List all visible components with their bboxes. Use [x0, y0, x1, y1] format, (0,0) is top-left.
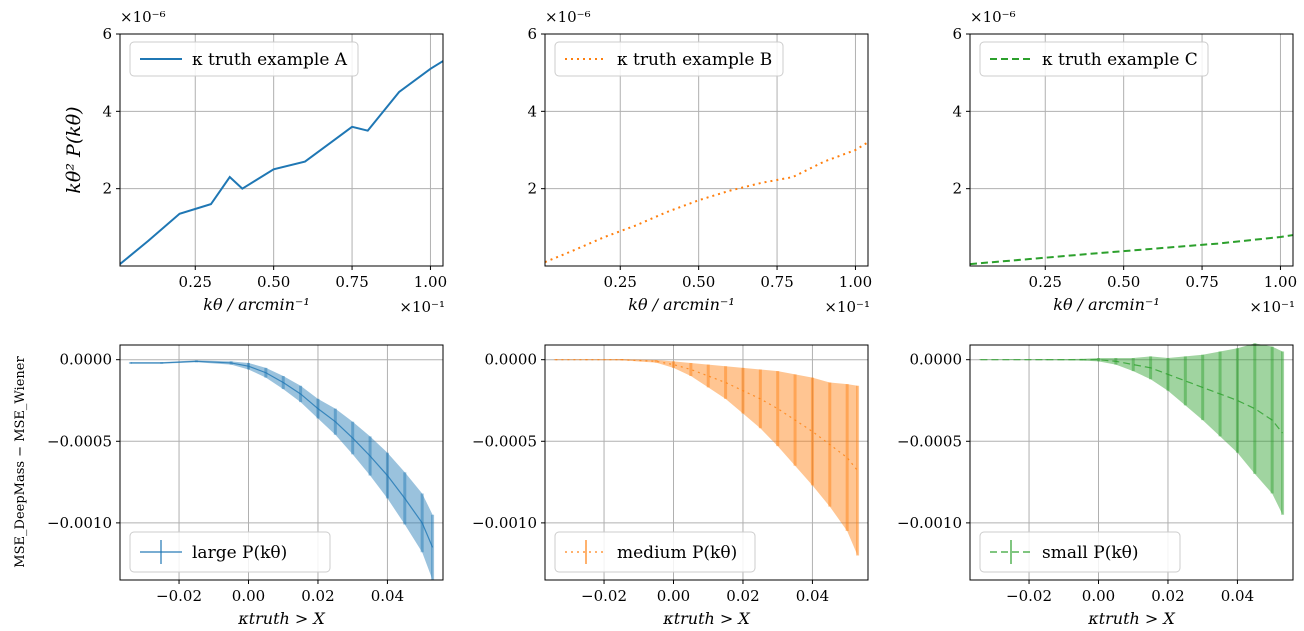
legend-box — [979, 531, 1181, 573]
axes-frame — [544, 33, 869, 267]
x-tick-label: 0.75 — [335, 273, 368, 291]
y-tick-label: 6 — [102, 25, 112, 43]
x-multiplier: ×10⁻¹ — [824, 298, 870, 316]
x-tick-label: 1.00 — [414, 273, 447, 291]
x-axis-label: κtruth > X — [237, 609, 325, 628]
y-tick-label: 4 — [527, 102, 537, 120]
x-tick-label: 0.50 — [257, 273, 290, 291]
legend-label: κ truth example B — [617, 50, 772, 70]
legend: κ truth example B — [554, 41, 784, 77]
y-tick-label: 6 — [527, 25, 537, 43]
axes-frame — [544, 344, 869, 581]
legend-box — [979, 41, 1209, 77]
legend-label: medium P(kθ) — [617, 543, 737, 563]
x-tick-label: 0.04 — [796, 587, 829, 605]
legend: κ truth example C — [979, 41, 1209, 77]
top-row-ylabel: kθ² P(kθ) — [63, 106, 85, 193]
chart-panel-bottom-right: −0.02 0.00 0.02 0.04 0.0000 −0.0005 −0.0010 κtr… — [897, 343, 1294, 628]
y-tick-label: −0.0010 — [472, 514, 537, 532]
legend-box — [129, 41, 359, 77]
x-multiplier: ×10⁻¹ — [1249, 298, 1295, 316]
y-tick-label: 2 — [527, 180, 537, 198]
y-tick-label: 4 — [952, 102, 962, 120]
x-tick-label: 0.02 — [1151, 587, 1184, 605]
x-tick-label: 0.00 — [232, 587, 265, 605]
y-tick-label: 6 — [952, 25, 962, 43]
axes-frame — [969, 33, 1294, 267]
legend-box — [129, 531, 331, 573]
x-axis-label: kθ / arcmin⁻¹ — [1053, 295, 1160, 314]
x-axis-label: κtruth > X — [1087, 609, 1175, 628]
y-tick-label: −0.0005 — [472, 432, 537, 450]
x-tick-label: 0.00 — [657, 587, 690, 605]
y-tick-label: 4 — [102, 102, 112, 120]
chart-panel-top-left: 0.25 0.50 0.75 1.00 2 4 6 ×10⁻⁶ ×10⁻¹ kθ / arcmin… — [102, 8, 447, 316]
legend: κ truth example A — [129, 41, 359, 77]
x-tick-label: 0.75 — [760, 273, 793, 291]
y-tick-label: −0.0010 — [897, 514, 962, 532]
x-tick-label: 1.00 — [839, 273, 872, 291]
x-tick-label: 0.04 — [1221, 587, 1254, 605]
x-tick-label: 1.00 — [1264, 273, 1297, 291]
x-tick-label: −0.02 — [581, 587, 627, 605]
chart-panel-top-right: 0.25 0.50 0.75 1.00 2 4 6 ×10⁻⁶ ×10⁻¹ kθ / arcmin… — [952, 8, 1297, 316]
y-tick-label: −0.0005 — [897, 432, 962, 450]
error-band — [555, 359, 858, 556]
y-multiplier: ×10⁻⁶ — [970, 8, 1016, 26]
y-tick-label: 2 — [952, 180, 962, 198]
legend-label: small P(kθ) — [1042, 543, 1139, 563]
x-axis-label: kθ / arcmin⁻¹ — [628, 295, 735, 314]
x-tick-label: 0.25 — [604, 273, 637, 291]
y-tick-label: 0.0000 — [60, 351, 113, 369]
x-axis-label: kθ / arcmin⁻¹ — [203, 295, 310, 314]
x-axis-label: κtruth > X — [662, 609, 750, 628]
axes-frame — [969, 344, 1294, 581]
x-tick-label: 0.04 — [371, 587, 404, 605]
bottom-row-ylabel: MSE_DeepMass − MSE_Wiener — [13, 356, 28, 568]
series-line — [969, 234, 1294, 266]
y-multiplier: ×10⁻⁶ — [545, 8, 591, 26]
x-tick-label: 0.00 — [1082, 587, 1115, 605]
legend-label: large P(kθ) — [192, 543, 287, 563]
legend: large P(kθ) — [129, 531, 331, 573]
x-tick-label: 0.50 — [1107, 273, 1140, 291]
legend: medium P(kθ) — [554, 531, 756, 573]
y-multiplier: ×10⁻⁶ — [120, 8, 166, 26]
x-tick-label: −0.02 — [156, 587, 202, 605]
legend-label: κ truth example C — [1042, 50, 1198, 70]
axes-frame — [119, 344, 444, 581]
x-tick-label: 0.02 — [301, 587, 334, 605]
x-tick-label: −0.02 — [1006, 587, 1052, 605]
x-tick-label: 0.75 — [1185, 273, 1218, 291]
x-tick-label: 0.50 — [682, 273, 715, 291]
x-multiplier: ×10⁻¹ — [399, 298, 445, 316]
chart-panel-bottom-middle: −0.02 0.00 0.02 0.04 0.0000 −0.0005 −0.0010 κtr… — [472, 344, 869, 628]
series-line — [119, 60, 444, 265]
series-line — [544, 141, 869, 264]
y-tick-label: 2 — [102, 180, 112, 198]
legend-label: κ truth example A — [192, 50, 348, 70]
series-line — [130, 360, 434, 548]
x-tick-label: 0.25 — [179, 273, 212, 291]
y-tick-label: 0.0000 — [485, 351, 538, 369]
series-line — [980, 359, 1284, 434]
y-tick-label: −0.0005 — [47, 432, 112, 450]
legend-box — [554, 531, 756, 573]
legend: small P(kθ) — [979, 531, 1181, 573]
error-band — [980, 343, 1283, 515]
axes-frame — [119, 33, 444, 267]
x-tick-label: 0.25 — [1029, 273, 1062, 291]
legend-box — [554, 41, 784, 77]
chart-panel-top-middle: 0.25 0.50 0.75 1.00 2 4 6 ×10⁻⁶ ×10⁻¹ kθ / arcmin… — [527, 8, 872, 316]
chart-panel-bottom-left: −0.02 0.00 0.02 0.04 0.0000 −0.0005 −0.0010 κtr… — [47, 344, 444, 628]
x-tick-label: 0.02 — [726, 587, 759, 605]
y-tick-label: −0.0010 — [47, 514, 112, 532]
error-band — [130, 360, 433, 580]
y-tick-label: 0.0000 — [910, 351, 963, 369]
